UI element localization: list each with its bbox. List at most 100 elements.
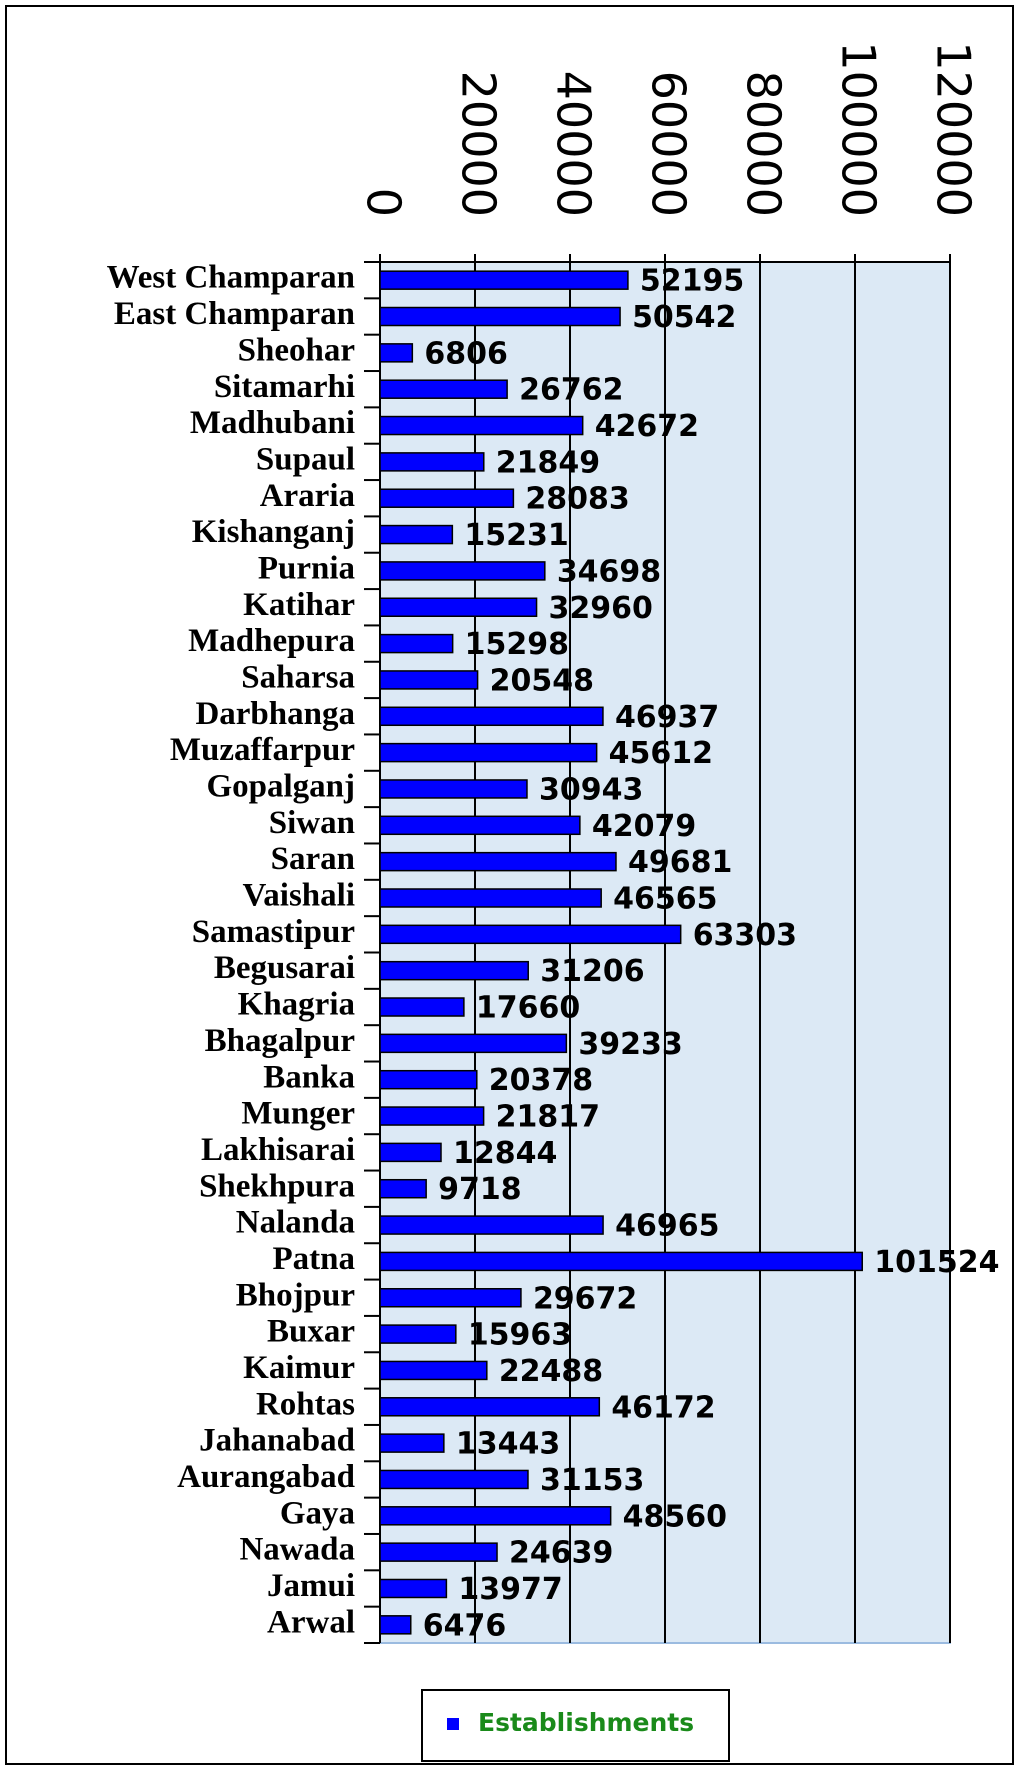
data-label: 21817	[496, 1100, 600, 1135]
data-label: 46565	[613, 881, 717, 916]
data-label: 13977	[458, 1572, 562, 1607]
legend-box	[421, 1689, 730, 1762]
y-tick-label: Siwan	[269, 805, 355, 841]
bar	[379, 779, 528, 799]
bar	[379, 270, 629, 290]
bar	[379, 1324, 457, 1344]
y-tick-label: Kishanganj	[192, 514, 355, 550]
y-tick-label: Arwal	[267, 1604, 355, 1640]
bar	[379, 1142, 442, 1163]
y-tick-label: Saharsa	[241, 660, 355, 696]
bar	[379, 633, 454, 654]
bar	[379, 1106, 485, 1126]
y-tick-label: Aurangabad	[177, 1459, 355, 1495]
y-tick-label: Purnia	[258, 550, 355, 586]
bar	[379, 306, 621, 327]
y-tick-label: Rohtas	[256, 1386, 355, 1422]
bar	[379, 1288, 522, 1308]
bar	[379, 1615, 412, 1635]
data-label: 6806	[424, 336, 508, 371]
data-label: 45612	[609, 736, 713, 771]
bar	[379, 1578, 448, 1599]
data-label: 28083	[525, 482, 629, 517]
bar	[379, 1542, 498, 1562]
y-tick-label: Lakhisarai	[201, 1132, 355, 1168]
y-tick-label: East Champaran	[114, 296, 355, 332]
bar	[379, 1033, 568, 1054]
data-label: 48560	[623, 1499, 727, 1534]
bar	[379, 888, 602, 908]
y-tick-label: Nawada	[239, 1532, 355, 1568]
y-tick-label: Gaya	[280, 1495, 355, 1531]
bar	[379, 997, 465, 1017]
x-tick-label: 40000	[547, 71, 601, 217]
y-tick-label: Bhojpur	[236, 1277, 355, 1313]
y-tick-label: Patna	[273, 1241, 356, 1277]
legend-label: Establishments	[478, 1708, 694, 1737]
data-label: 13443	[456, 1427, 560, 1462]
y-tick-label: Supaul	[256, 441, 355, 477]
bar	[379, 561, 546, 581]
bar	[379, 1469, 529, 1490]
y-tick-label: Banka	[263, 1059, 355, 1095]
data-label: 50542	[632, 300, 736, 335]
bar	[379, 924, 682, 945]
data-label: 30943	[539, 772, 643, 807]
data-label: 12844	[453, 1136, 557, 1171]
data-label: 6476	[423, 1608, 507, 1643]
data-label: 52195	[640, 264, 744, 299]
y-tick-label: Khagria	[238, 987, 355, 1023]
data-label: 42672	[595, 409, 699, 444]
y-tick-label: Shekhpura	[199, 1168, 355, 1204]
y-tick-label: Begusarai	[214, 950, 355, 986]
bar	[379, 488, 515, 508]
bar	[379, 379, 508, 399]
data-label: 24639	[509, 1536, 613, 1571]
data-label: 15963	[468, 1318, 572, 1353]
bar	[379, 1215, 604, 1235]
y-tick-label: Madhubani	[190, 405, 355, 441]
y-tick-label: Katihar	[243, 587, 355, 623]
data-label: 46937	[615, 700, 719, 735]
x-tick-label: 80000	[737, 71, 791, 217]
data-label: 29672	[533, 1281, 637, 1316]
bar	[379, 597, 538, 617]
bar	[379, 815, 581, 836]
data-label: 17660	[476, 991, 580, 1026]
data-label: 9718	[438, 1172, 522, 1207]
data-label: 20548	[490, 663, 594, 698]
bar	[379, 1360, 488, 1381]
data-label: 34698	[557, 554, 661, 589]
y-tick-label: Vaishali	[242, 878, 355, 914]
y-tick-label: Darbhanga	[195, 696, 355, 732]
y-tick-label: Sheohar	[238, 332, 355, 368]
bar	[379, 415, 584, 436]
y-tick-label: Gopalganj	[206, 769, 355, 805]
data-label: 101524	[874, 1245, 999, 1280]
y-tick-label: Kaimur	[243, 1350, 355, 1386]
y-tick-label: Samastipur	[192, 914, 355, 950]
x-tick-label: 100000	[832, 41, 886, 217]
y-tick-label: Buxar	[267, 1314, 355, 1350]
data-label: 22488	[499, 1354, 603, 1389]
bar	[379, 343, 414, 363]
x-tick-label: 0	[357, 188, 411, 217]
y-tick-label: Jahanabad	[199, 1423, 355, 1459]
y-tick-label: Jamui	[267, 1568, 355, 1604]
bar	[379, 452, 485, 472]
y-tick-label: Saran	[271, 841, 355, 877]
data-label: 26762	[519, 373, 623, 408]
bar	[379, 1506, 612, 1526]
data-label: 31206	[540, 954, 644, 989]
y-tick-label: Sitamarhi	[214, 369, 355, 405]
y-tick-label: Nalanda	[236, 1205, 355, 1241]
bar	[379, 1251, 863, 1272]
y-tick-label: West Champaran	[107, 260, 355, 296]
data-label: 31153	[540, 1463, 644, 1498]
data-label: 49681	[628, 845, 732, 880]
y-tick-label: Muzaffarpur	[170, 732, 355, 768]
bar	[379, 742, 598, 763]
data-label: 46172	[611, 1390, 715, 1425]
x-tick-label: 20000	[452, 71, 506, 217]
